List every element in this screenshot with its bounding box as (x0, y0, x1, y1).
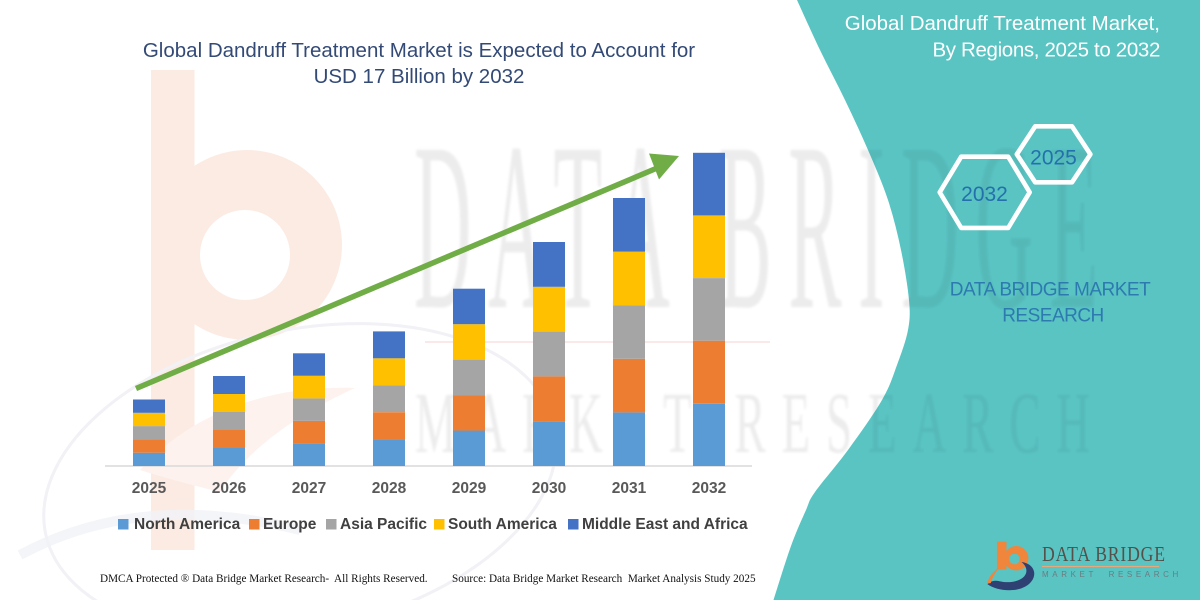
svg-text:2027: 2027 (292, 480, 326, 497)
svg-text:2026: 2026 (212, 480, 247, 497)
svg-text:Europe: Europe (263, 516, 317, 533)
svg-text:MARKET RESEARCH: MARKET RESEARCH (415, 376, 1106, 472)
svg-text:2030: 2030 (532, 480, 566, 497)
svg-text:By Regions, 2025 to 2032: By Regions, 2025 to 2032 (932, 38, 1160, 61)
svg-text:2029: 2029 (452, 480, 487, 497)
svg-text:DATA BRIDGE MARKET: DATA BRIDGE MARKET (950, 280, 1151, 301)
svg-text:MARKET RESEARCH: MARKET RESEARCH (1042, 570, 1182, 579)
svg-text:South America: South America (448, 516, 557, 533)
svg-text:2032: 2032 (961, 183, 1008, 206)
svg-text:RESEARCH: RESEARCH (1002, 306, 1104, 327)
svg-text:2025: 2025 (1030, 147, 1077, 170)
svg-text:DATA BRIDGE: DATA BRIDGE (1042, 544, 1166, 567)
svg-text:Asia Pacific: Asia Pacific (340, 516, 427, 533)
svg-text:2028: 2028 (372, 480, 407, 497)
svg-text:North America: North America (134, 516, 241, 533)
svg-text:2031: 2031 (612, 480, 647, 497)
svg-text:2032: 2032 (692, 480, 726, 497)
svg-text:2025: 2025 (132, 480, 167, 497)
svg-text:Global Dandruff Treatment Mark: Global Dandruff Treatment Market, (845, 12, 1160, 35)
svg-text:Middle East and Africa: Middle East and Africa (582, 516, 748, 533)
